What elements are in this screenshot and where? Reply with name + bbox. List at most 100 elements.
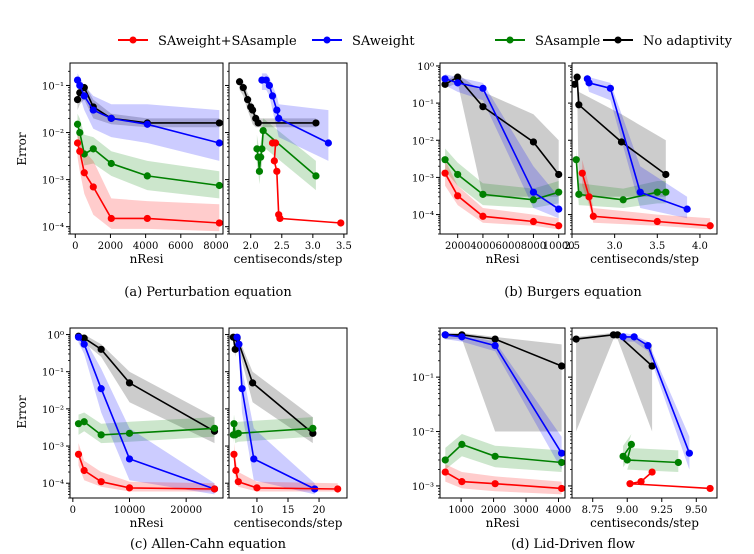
data-point xyxy=(244,96,252,104)
confidence-band xyxy=(77,113,220,199)
data-point xyxy=(558,484,565,493)
series-line xyxy=(623,336,691,454)
data-point xyxy=(232,466,240,475)
data-point xyxy=(572,80,579,88)
data-point xyxy=(458,333,466,341)
data-point xyxy=(623,456,631,464)
legend-entry: SAsample xyxy=(495,34,601,49)
axes-frame xyxy=(69,327,224,499)
x-tick-label: 8000 xyxy=(521,241,546,252)
data-point xyxy=(619,196,627,204)
series-line xyxy=(622,443,679,464)
y-tick-label: 10⁻² xyxy=(42,405,64,416)
data-point xyxy=(454,79,462,87)
confidence-band xyxy=(233,414,313,444)
data-point xyxy=(558,449,565,457)
left-subplot: 1000 2000 3000 4000 nResi 10⁻¹ 10⁻² 10⁻³ xyxy=(412,327,571,530)
data-point xyxy=(589,212,597,220)
data-point xyxy=(648,468,656,476)
data-point xyxy=(441,468,449,476)
data-point xyxy=(143,214,151,223)
data-point xyxy=(479,190,487,198)
data-point xyxy=(107,214,115,223)
legend-entry: SAweight+SAsample xyxy=(118,34,297,49)
data-point xyxy=(74,450,83,458)
data-point xyxy=(215,181,223,190)
data-point xyxy=(572,156,580,164)
data-point xyxy=(558,362,565,370)
data-point xyxy=(454,73,462,81)
data-point xyxy=(619,333,627,341)
data-point xyxy=(491,480,499,488)
confidence-band xyxy=(582,159,711,230)
data-point xyxy=(234,429,242,437)
data-point xyxy=(239,84,247,92)
data-point xyxy=(230,450,238,458)
x-axis-label: centiseconds/step xyxy=(234,252,343,266)
x-tick-label: 2000 xyxy=(445,241,470,252)
y-tick-label: 10⁻³ xyxy=(42,176,64,187)
series-line xyxy=(445,333,562,367)
y-tick-label: 10⁰ xyxy=(417,62,434,73)
data-point xyxy=(76,147,84,155)
confidence-band xyxy=(234,443,338,492)
x-tick-label: 6000 xyxy=(495,241,520,252)
data-point xyxy=(255,167,264,175)
axes-frame xyxy=(439,327,566,499)
axes-frame xyxy=(571,327,718,499)
data-point xyxy=(491,335,499,343)
chart-panel: 0 10000 20000 nResi 10⁰ 10⁻¹ 10⁻² 10⁻³ 10⁻⁴ 10 15 2… xyxy=(15,327,348,552)
data-point xyxy=(73,120,82,128)
data-point xyxy=(606,84,614,92)
plot-area xyxy=(572,331,714,493)
data-point xyxy=(230,420,238,428)
confidence-band xyxy=(237,334,315,495)
confidence-band xyxy=(445,434,562,472)
confidence-band xyxy=(587,74,688,219)
data-point xyxy=(73,96,82,104)
data-point xyxy=(312,119,320,127)
confidence-band xyxy=(445,74,559,197)
legend-label: SAweight xyxy=(352,34,415,49)
data-point xyxy=(309,424,317,432)
x-tick-label: 4000 xyxy=(133,241,158,252)
left-subplot: 0 2000 4000 6000 8000 nResi 10⁻¹ 10⁻² 10⁻³ 10⁻⁴ xyxy=(42,62,229,266)
data-point xyxy=(80,334,88,342)
data-point xyxy=(273,106,281,114)
data-point xyxy=(125,429,134,437)
data-point xyxy=(276,214,284,223)
data-point xyxy=(555,205,563,213)
data-point xyxy=(479,103,487,111)
data-point xyxy=(454,170,462,179)
x-tick-label: 3.0 xyxy=(305,241,321,252)
x-axis-label: nResi xyxy=(130,252,164,266)
data-point xyxy=(249,379,257,387)
confidence-band xyxy=(623,434,679,472)
x-tick-label: 3.0 xyxy=(607,241,623,252)
data-point xyxy=(238,385,246,393)
data-point xyxy=(89,106,97,114)
axes-frame xyxy=(69,62,224,235)
data-point xyxy=(253,145,261,153)
y-tick-label: 10⁻² xyxy=(42,129,64,140)
data-point xyxy=(231,345,239,353)
plot-area xyxy=(235,73,345,227)
series-line xyxy=(444,471,562,490)
data-point xyxy=(270,157,278,165)
data-point xyxy=(97,345,105,353)
data-point xyxy=(107,114,115,122)
data-point xyxy=(441,456,449,464)
y-axis-label: Error xyxy=(15,395,29,428)
data-point xyxy=(125,484,134,492)
plot-area xyxy=(229,333,342,495)
data-point xyxy=(80,418,88,426)
x-tick-label: 4000 xyxy=(546,505,571,516)
data-point xyxy=(233,333,241,341)
legend-label: SAsample xyxy=(535,34,601,49)
x-tick-label: 0 xyxy=(70,505,76,516)
y-tick-label: 10⁻¹ xyxy=(42,81,64,92)
panel-caption: (a) Perturbation equation xyxy=(124,285,292,300)
plot-area xyxy=(441,331,565,495)
